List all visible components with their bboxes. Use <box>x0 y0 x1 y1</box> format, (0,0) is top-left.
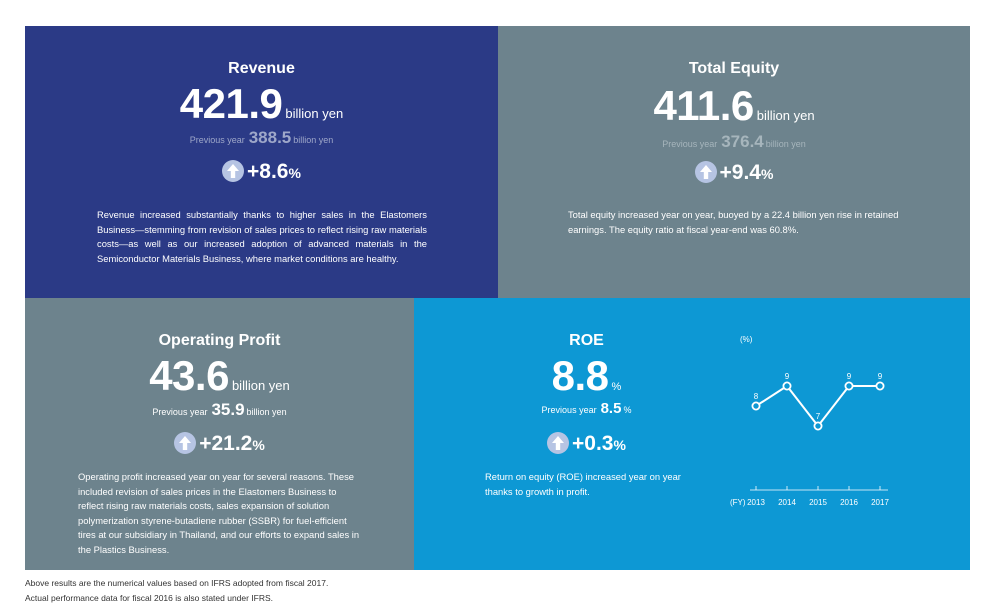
chart-tick-label-2016: 2016 <box>840 498 858 507</box>
chart-point-2017 <box>875 381 885 391</box>
equity-panel: Total Equity 411.6 billion yen Previous y… <box>498 26 970 298</box>
roe-panel: ROE 8.8% Previous year 8.5% +0.3% Return … <box>414 298 970 570</box>
operating-prev-label: Previous year <box>152 407 208 417</box>
chart-xlabel: (FY) <box>730 498 746 507</box>
chart-point-2016 <box>844 381 854 391</box>
chart-tick-label-2014: 2014 <box>778 498 796 507</box>
equity-description: Total equity increased year on year, buo… <box>568 209 899 235</box>
operating-change-value: +21.2 <box>199 432 253 455</box>
revenue-prev-value: 388.5 <box>248 128 292 147</box>
roe-value-line: 8.8% <box>414 352 759 400</box>
revenue-change-value: +8.6 <box>247 160 289 183</box>
chart-point-2015 <box>813 421 823 431</box>
revenue-panel: Revenue 421.9 billion yen Previous year 38… <box>25 26 498 298</box>
operating-prev-value: 35.9 <box>211 400 245 419</box>
equity-prev-label: Previous year <box>662 139 718 149</box>
revenue-value-line: 421.9 billion yen <box>25 80 498 128</box>
operating-prev-unit: billion yen <box>246 407 287 417</box>
operating-change: +21.2% <box>25 432 414 456</box>
chart-point-2013 <box>751 401 761 411</box>
up-arrow-icon <box>694 161 717 183</box>
operating-previous: Previous year 35.9 billion yen <box>25 400 414 420</box>
revenue-prev-label: Previous year <box>189 135 245 145</box>
chart-ylabel: (%) <box>740 335 753 344</box>
roe-prev-value: 8.5 <box>600 400 622 417</box>
chart-data-label-2016: 9 <box>847 372 852 381</box>
chart-data-label-2015: 7 <box>816 412 821 421</box>
footnote-1: Above results are the numerical values b… <box>25 578 329 588</box>
equity-value: 411.6 <box>653 82 754 129</box>
equity-prev-unit: billion yen <box>765 139 806 149</box>
operating-panel: Operating Profit 43.6 billion yen Previou… <box>25 298 414 570</box>
operating-unit: billion yen <box>231 378 290 393</box>
up-arrow-icon <box>174 432 197 454</box>
chart-data-label-2014: 9 <box>785 372 790 381</box>
equity-title: Total Equity <box>688 60 780 77</box>
roe-change-value: +0.3 <box>572 432 614 455</box>
roe-summary: ROE 8.8% Previous year 8.5% +0.3% Return … <box>414 298 759 570</box>
roe-previous: Previous year 8.5% <box>414 400 759 417</box>
equity-previous: Previous year 376.4 billion yen <box>498 132 970 152</box>
roe-unit: % <box>611 381 622 393</box>
chart-data-label-2017: 9 <box>878 372 883 381</box>
equity-change-unit: % <box>761 166 774 182</box>
roe-description: Return on equity (ROE) increased year on… <box>485 471 681 497</box>
roe-change: +0.3% <box>414 432 759 456</box>
footnote-2: Actual performance data for fiscal 2016 … <box>25 593 274 603</box>
up-arrow-icon <box>222 160 245 182</box>
revenue-change-unit: % <box>288 165 301 181</box>
chart-data-label-2013: 8 <box>754 392 759 401</box>
chart-tick-label-2015: 2015 <box>809 498 827 507</box>
equity-change: +9.4% <box>498 161 970 185</box>
revenue-previous: Previous year 388.5 billion yen <box>25 128 498 148</box>
operating-value: 43.6 <box>149 352 229 399</box>
revenue-unit: billion yen <box>285 106 344 121</box>
operating-description: Operating profit increased year on year … <box>78 471 360 555</box>
equity-unit: billion yen <box>756 108 815 123</box>
chart-tick-label-2017: 2017 <box>871 498 889 507</box>
revenue-change: +8.6% <box>25 160 498 184</box>
revenue-title: Revenue <box>228 60 295 77</box>
up-arrow-icon <box>547 432 570 454</box>
chart-tick-label-2013: 2013 <box>747 498 765 507</box>
chart-point-2014 <box>782 381 792 391</box>
roe-prev-label: Previous year <box>541 405 597 415</box>
equity-change-value: +9.4 <box>719 161 761 184</box>
roe-prev-unit: % <box>623 405 632 415</box>
equity-prev-value: 376.4 <box>721 132 764 151</box>
roe-title: ROE <box>569 332 604 349</box>
equity-value-line: 411.6 billion yen <box>498 82 970 130</box>
operating-change-unit: % <box>252 437 265 453</box>
operating-title: Operating Profit <box>158 332 281 349</box>
revenue-description: Revenue increased substantially thanks t… <box>97 209 427 264</box>
roe-value: 8.8 <box>551 352 609 399</box>
roe-line-chart: (%) (FY) 2013 2014 2015 2016 2017 8 9 7 9 9 <box>730 335 889 507</box>
revenue-value: 421.9 <box>179 80 283 127</box>
roe-change-unit: % <box>613 437 626 453</box>
revenue-prev-unit: billion yen <box>293 135 334 145</box>
operating-value-line: 43.6 billion yen <box>25 352 414 400</box>
